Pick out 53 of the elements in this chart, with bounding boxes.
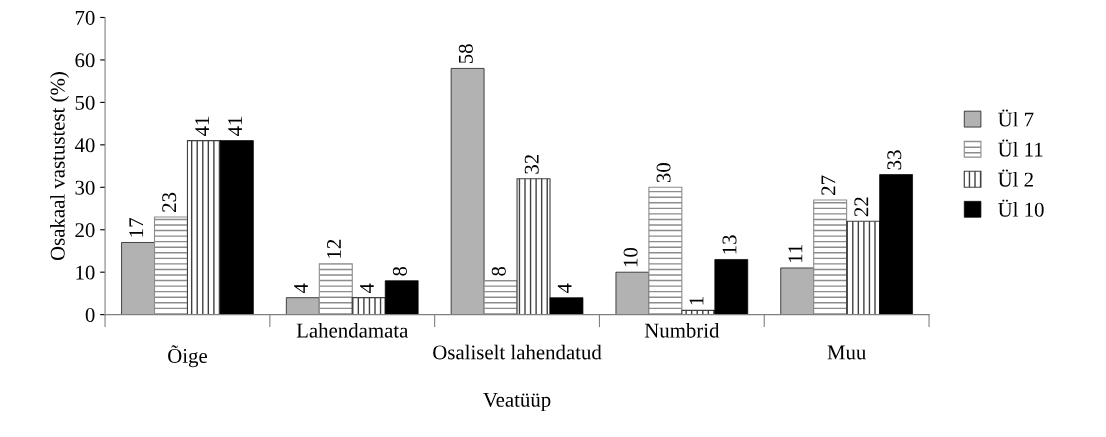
bar [516,178,551,315]
data-label: 4 [557,283,572,294]
data-label: 27 [821,175,836,195]
x-tick-label: Numbrid [644,322,720,338]
data-label: 4 [294,283,308,294]
bar [220,140,254,315]
y-tick-label: 50 [75,95,95,110]
bar [351,297,386,315]
data-label: 8 [491,266,506,276]
legend-label: Ül 7 [998,109,1034,127]
bar [285,297,320,315]
y-tick-label: 40 [74,138,95,153]
bar [615,271,650,315]
bar [450,68,485,315]
y-tick-label: 20 [75,223,95,238]
data-label: 41 [228,116,242,137]
data-label: 10 [623,247,638,267]
data-label: 22 [854,197,869,217]
data-label: 30 [656,163,671,183]
y-tick-label: 30 [75,180,95,195]
legend-label: Ül 10 [998,199,1044,217]
data-label: 11 [788,244,803,262]
bar [780,267,815,315]
data-label: 23 [162,192,177,212]
y-tick-label: 60 [75,53,95,68]
y-tick-label: 0 [85,308,95,323]
bar [879,174,913,315]
data-label: 17 [129,218,144,237]
y-tick-label: 70 [75,10,95,25]
bar [846,220,881,315]
x-tick-label: Osaliselt lahendatud [433,344,602,360]
bar [384,280,419,315]
x-tick-label: Lahendamata [296,322,409,338]
data-label: 12 [327,239,341,258]
x-tick-label: Õige [168,345,207,368]
data-label: 41 [195,116,209,137]
data-label: 58 [458,44,473,64]
legend-label: Ül 11 [998,139,1043,157]
y-axis-title: Osakaal vastustest (%) [50,72,69,261]
data-label: 32 [524,154,539,174]
data-label: 8 [392,266,407,276]
bar [186,140,221,315]
bar [121,242,155,315]
bar [549,297,584,315]
data-label: 1 [689,297,704,305]
data-label: 13 [722,235,737,254]
y-tick-label: 10 [76,265,95,280]
data-label: 33 [887,150,902,170]
x-tick-label: Muu [827,345,866,360]
data-label: 4 [360,283,374,294]
x-axis-title: Veatüüp [483,393,551,412]
bar [714,259,749,315]
legend-label: Ül 2 [998,169,1033,187]
